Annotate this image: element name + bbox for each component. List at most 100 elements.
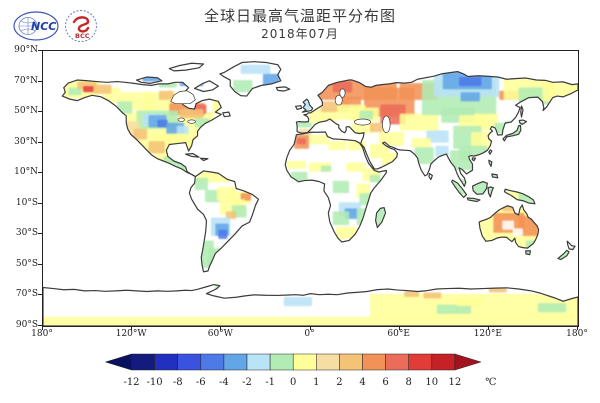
bcc-logo-text: BCC	[75, 32, 90, 40]
lat-label: 30°N	[14, 136, 38, 147]
colorbar-tick-label: 4	[359, 377, 365, 388]
anomaly-cell	[43, 316, 578, 327]
colorbar-tick-label: -8	[173, 377, 183, 388]
great-lake-west	[178, 118, 185, 122]
anomaly-cell	[557, 248, 574, 262]
anomaly-cell	[93, 84, 112, 94]
anomaly-cell	[204, 190, 220, 203]
anomaly-cells-layer	[43, 64, 578, 327]
anomaly-cell	[291, 171, 308, 181]
colorbar-segment	[177, 353, 202, 371]
anomaly-cell	[148, 141, 165, 154]
lon-label: 120°E	[473, 329, 502, 339]
lon-label: 60°E	[387, 329, 410, 339]
lat-label: 70°N	[14, 75, 38, 86]
anomaly-cell	[502, 220, 515, 230]
anomaly-cell	[328, 141, 347, 151]
great-lake-east	[188, 120, 196, 123]
lon-label: 120°W	[115, 329, 147, 339]
hudson-bay	[171, 91, 196, 104]
colorbar-segment	[246, 353, 271, 371]
anomaly-cell	[218, 229, 228, 239]
colorbar: -12 -10 -8 -6 -4 -2 -1 0 1 2 4 6 8 10 12 ℃	[104, 353, 496, 388]
colorbar-segment	[316, 353, 340, 371]
lat-tick	[38, 111, 42, 113]
colorbar-arrow-low	[104, 353, 132, 371]
lon-tick	[42, 326, 43, 330]
anomaly-cell	[68, 87, 82, 96]
colorbar-segment	[385, 353, 409, 371]
anomaly-cell	[369, 122, 384, 132]
anomaly-cell	[83, 86, 94, 93]
colorbar-segment	[200, 353, 225, 371]
lon-tick	[398, 326, 400, 330]
anomaly-cell	[369, 174, 381, 183]
ncc-logo: NCC	[13, 11, 59, 41]
lat-label: 10°S	[15, 197, 38, 208]
anomaly-cell	[426, 130, 449, 143]
colorbar-segment	[408, 353, 433, 371]
anomaly-cell	[359, 110, 373, 120]
anomaly-cell	[286, 160, 307, 169]
anomaly-cell	[133, 128, 148, 140]
lat-label: 90°N	[14, 45, 38, 55]
lat-label: 10°N	[14, 167, 38, 178]
anomaly-cell	[297, 121, 312, 128]
colorbar-tick-label: -1	[265, 377, 275, 388]
anomaly-cell	[399, 113, 439, 131]
lat-label: 90°S	[15, 320, 38, 330]
anomaly-cell	[309, 135, 329, 145]
lon-label: 180°	[566, 329, 588, 339]
lat-tick	[38, 141, 42, 143]
anomaly-cell	[411, 138, 431, 148]
colorbar-unit: ℃	[485, 377, 496, 388]
colorbar-tick-label: 0	[290, 377, 296, 388]
anomaly-cell	[359, 193, 373, 206]
anomaly-cell	[332, 180, 350, 194]
colorbar-segment	[292, 353, 317, 371]
lat-tick	[38, 263, 42, 265]
anomaly-cell	[537, 303, 567, 313]
logos: NCC BCC	[12, 8, 98, 44]
anomaly-cell	[225, 211, 237, 220]
anomaly-cell	[297, 138, 307, 145]
ncc-logo-text: NCC	[31, 20, 56, 33]
lat-tick	[38, 294, 42, 296]
lon-tick	[220, 326, 222, 330]
anomaly-cell	[414, 147, 434, 165]
anomaly-cell	[158, 90, 174, 100]
colorbar-tick-label: -2	[242, 377, 252, 388]
caspian-sea	[382, 116, 390, 133]
colorbar-segment	[431, 353, 456, 371]
lat-label: 50°N	[14, 106, 38, 117]
colorbar-arrow-high	[454, 353, 482, 371]
lon-label: 180°	[31, 329, 53, 339]
colorbar-segment	[223, 353, 248, 371]
anomaly-cell	[216, 186, 237, 201]
colorbar-tick-label: 10	[425, 377, 438, 388]
colorbar-tick-label: -4	[219, 377, 229, 388]
lat-label: 30°S	[15, 228, 38, 239]
anomaly-cell	[404, 290, 419, 297]
anomaly-cell	[346, 162, 366, 172]
page-title: 全球日最高气温距平分布图	[203, 7, 396, 25]
lat-label: 50°S	[15, 258, 38, 269]
lat-tick	[38, 80, 42, 82]
world-map-svg	[42, 60, 579, 327]
anomaly-cell	[423, 292, 442, 299]
colorbar-tick-label: 1	[313, 377, 319, 388]
colorbar-tick-label: 6	[382, 377, 388, 388]
colorbar-segment	[362, 353, 386, 371]
anomaly-cell	[381, 153, 399, 168]
water-bodies	[171, 89, 390, 133]
baltic-sea	[335, 95, 342, 105]
colorbar-segment	[154, 353, 178, 371]
lat-label: 70°S	[15, 289, 38, 300]
colorbar-segment	[339, 353, 363, 371]
map-frame	[42, 50, 579, 327]
lon-tick	[577, 326, 578, 330]
anomaly-cell	[450, 150, 473, 171]
anomaly-cell	[194, 177, 208, 191]
anomaly-cell	[283, 296, 312, 307]
